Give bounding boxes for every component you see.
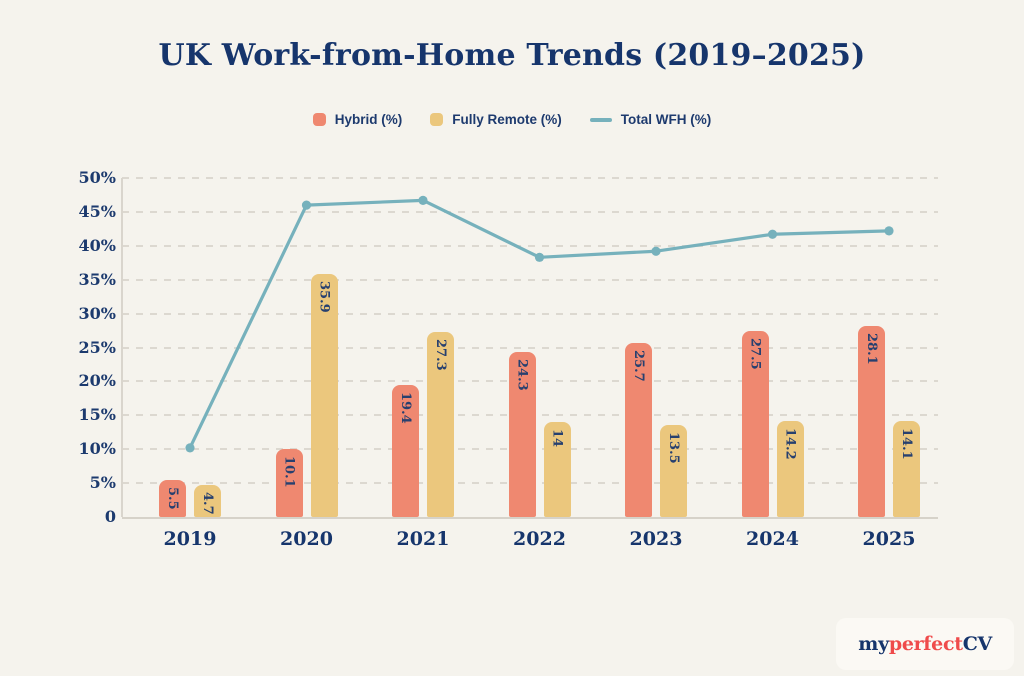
hybrid-swatch-icon <box>312 113 326 126</box>
x-axis-label-2019: 2019 <box>163 528 217 550</box>
legend: Hybrid (%) Fully Remote (%) Total WFH (%… <box>0 112 1024 127</box>
bar-value-label-hybrid-2023: 25.7 <box>631 349 646 382</box>
x-axis-label-2021: 2021 <box>396 528 450 550</box>
bar-value-label-fully-remote-2019: 4.7 <box>200 492 215 515</box>
gridline-50% <box>122 177 938 179</box>
legend-label-total-wfh: Total WFH (%) <box>620 112 712 127</box>
bar-value-label-hybrid-2024: 27.5 <box>747 337 763 370</box>
y-axis-label-15%: 15% <box>78 405 116 425</box>
bar-fully-remote-2021: 27.3 <box>427 331 454 517</box>
total-wfh-line-swatch-icon <box>589 117 612 122</box>
brand-logo: myperfectCV <box>858 633 992 655</box>
bar-value-label-fully-remote-2024: 14.2 <box>782 427 798 460</box>
gridline-45% <box>122 210 938 213</box>
brand-card: myperfectCV <box>836 618 1014 670</box>
x-axis-label-2023: 2023 <box>629 528 683 550</box>
x-axis-line <box>122 517 938 519</box>
bar-hybrid-2022: 24.3 <box>508 352 536 517</box>
gridline-25% <box>122 346 938 349</box>
y-axis-label-40%: 40% <box>78 235 116 255</box>
bar-value-label-fully-remote-2025: 14.1 <box>899 428 914 461</box>
x-axis-label-2022: 2022 <box>513 528 566 550</box>
trend-line-marker-2025 <box>884 226 894 236</box>
bar-value-label-fully-remote-2020: 35.9 <box>316 280 332 313</box>
bar-value-label-hybrid-2022: 24.3 <box>514 359 530 391</box>
trend-line-marker-2024 <box>767 229 778 239</box>
brand-logo-my: my <box>858 633 889 655</box>
bar-value-label-hybrid-2021: 19.4 <box>398 392 413 425</box>
y-axis-label-5%: 5% <box>89 473 116 493</box>
legend-label-hybrid: Hybrid (%) <box>334 112 403 127</box>
trend-line-marker-2022 <box>534 252 545 262</box>
trend-line-marker-2021 <box>418 195 428 205</box>
y-axis-label-30%: 30% <box>78 303 116 323</box>
bar-hybrid-2025: 28.1 <box>858 326 885 517</box>
trend-line-marker-2020 <box>301 200 312 210</box>
total-wfh-trend-line <box>188 198 891 450</box>
y-axis-label-50%: 50% <box>78 168 116 187</box>
brand-logo-cv: CV <box>962 633 993 655</box>
trend-line-marker-2023 <box>651 246 661 256</box>
gridline-35% <box>122 278 938 281</box>
bar-value-label-fully-remote-2022: 14 <box>549 429 565 448</box>
legend-label-fully-remote: Fully Remote (%) <box>452 112 562 127</box>
chart-title: UK Work-from-Home Trends (2019–2025) <box>158 38 866 73</box>
bar-hybrid-2024: 27.5 <box>741 330 769 517</box>
bar-value-label-hybrid-2020: 10.1 <box>281 455 297 488</box>
bar-value-label-hybrid-2025: 28.1 <box>864 333 879 366</box>
bar-value-label-hybrid-2019: 5.5 <box>165 486 180 510</box>
bar-fully-remote-2022: 14 <box>543 422 571 517</box>
legend-item-total-wfh: Total WFH (%) <box>589 112 712 127</box>
bar-fully-remote-2024: 14.2 <box>776 420 804 517</box>
gridline-40% <box>122 244 938 247</box>
y-axis-label-10%: 10% <box>78 439 116 459</box>
bar-hybrid-2019: 5.5 <box>159 479 186 517</box>
bar-hybrid-2020: 10.1 <box>275 448 303 517</box>
bar-hybrid-2021: 19.4 <box>392 385 419 517</box>
x-axis-label-2025: 2025 <box>862 528 916 550</box>
y-axis-label-20%: 20% <box>78 371 116 391</box>
y-axis-label-45%: 45% <box>78 201 116 221</box>
legend-item-fully-remote: Fully Remote (%) <box>430 112 562 127</box>
y-axis-label-0: 0 <box>104 507 116 526</box>
bar-hybrid-2023: 25.7 <box>625 342 652 517</box>
y-axis-label-25%: 25% <box>78 337 116 357</box>
gridline-30% <box>122 312 938 315</box>
bar-value-label-fully-remote-2023: 13.5 <box>666 432 681 465</box>
bar-fully-remote-2025: 14.1 <box>893 421 920 517</box>
bar-value-label-fully-remote-2021: 27.3 <box>433 338 448 371</box>
y-axis-label-35%: 35% <box>78 269 116 289</box>
x-axis-label-2020: 2020 <box>280 528 333 550</box>
legend-item-hybrid: Hybrid (%) <box>312 112 403 127</box>
bar-fully-remote-2020: 35.9 <box>310 273 338 517</box>
brand-logo-perfect: perfect <box>888 633 963 655</box>
x-axis-label-2024: 2024 <box>746 528 799 550</box>
bar-fully-remote-2019: 4.7 <box>194 485 221 517</box>
bar-fully-remote-2023: 13.5 <box>660 425 687 517</box>
y-axis-line <box>121 178 123 517</box>
fully-remote-swatch-icon <box>430 113 444 126</box>
